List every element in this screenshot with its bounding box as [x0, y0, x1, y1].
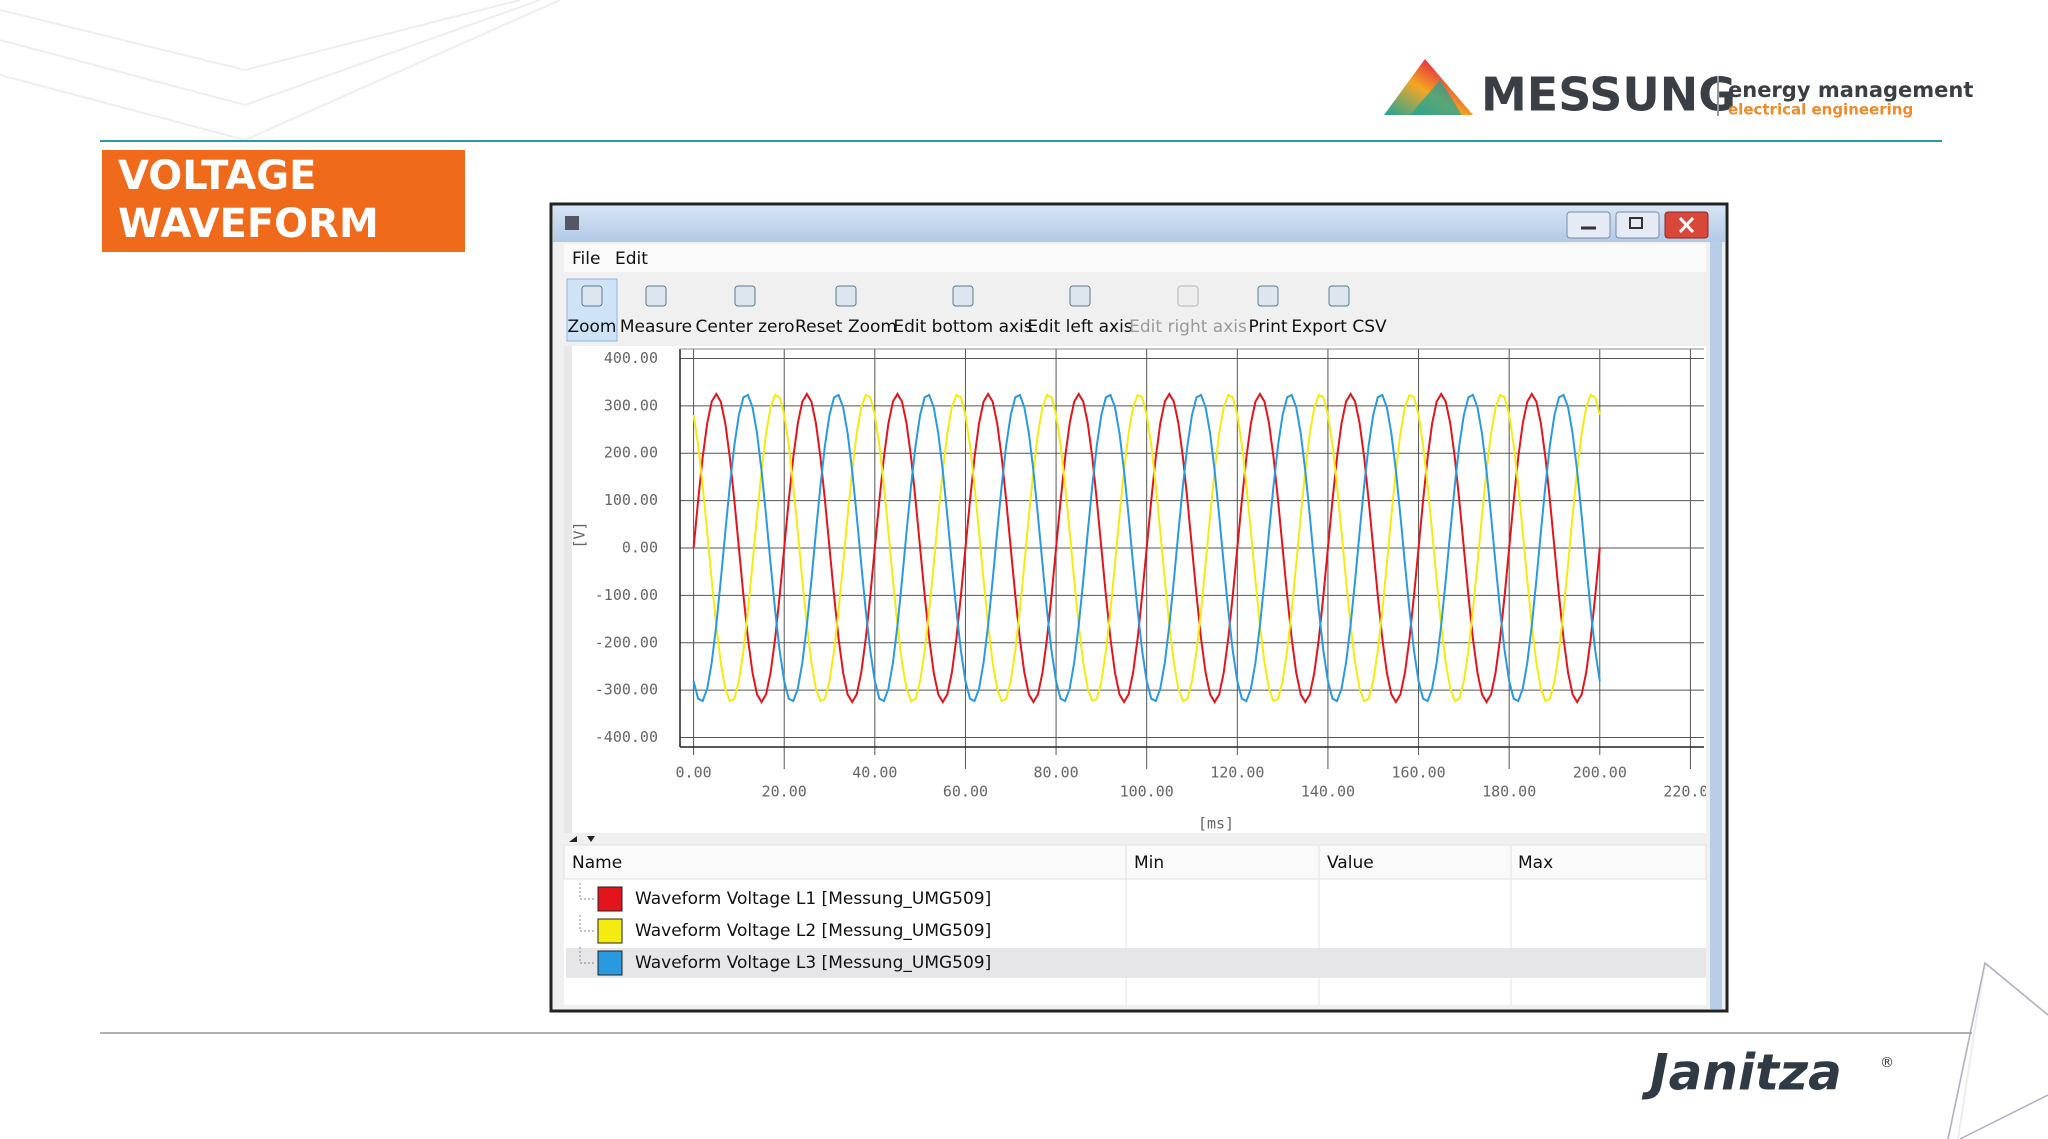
title-bar — [553, 206, 1725, 242]
y-tick-label: -300.00 — [595, 681, 658, 699]
toolbar-icon — [581, 285, 603, 307]
toolbar-label[interactable]: Export CSV — [1291, 317, 1387, 337]
toolbar-icon — [1328, 285, 1350, 307]
toolbar-label[interactable]: Print — [1248, 317, 1287, 337]
legend-label[interactable]: Waveform Voltage L2 [Messung_UMG509] — [635, 921, 991, 941]
series-line — [692, 392, 1601, 704]
panel-edge — [564, 346, 572, 833]
toolbar-icon — [1177, 285, 1199, 307]
x-tick-label: 220.00 — [1663, 783, 1717, 801]
x-tick-label: 180.00 — [1482, 783, 1536, 801]
title-line: VOLTAGE — [118, 153, 316, 199]
toolbar-label[interactable]: Reset Zoom — [795, 317, 897, 337]
legend-label[interactable]: Waveform Voltage L3 [Messung_UMG509] — [635, 953, 991, 973]
toolbar-label[interactable]: Measure — [620, 317, 692, 337]
chart: 400.00 300.00 200.00 100.00 0.00 -100.00 -200.… — [595, 348, 1717, 801]
series-line — [692, 393, 1601, 703]
x-tick-label: 140.00 — [1301, 783, 1355, 801]
x-tick-label: 40.00 — [852, 764, 897, 782]
logo-icon — [1410, 80, 1462, 115]
y-tick-label: 300.00 — [604, 396, 658, 414]
footer-mark: ® — [1880, 1055, 1894, 1071]
y-tick-label: -100.00 — [595, 586, 658, 604]
menu-item[interactable]: File — [572, 249, 600, 269]
decoration-accent — [1947, 961, 2048, 1139]
restore-icon — [1629, 217, 1643, 229]
window-frame — [1710, 242, 1722, 1009]
splitter-arrows[interactable] — [569, 836, 595, 842]
toolbar-icon — [1257, 285, 1279, 307]
legend-swatch — [597, 950, 623, 976]
y-tick-label: 200.00 — [604, 444, 658, 462]
restore-button[interactable] — [1615, 211, 1660, 239]
logo-subtagline: electrical engineering — [1728, 101, 1913, 119]
x-tick-label: 160.00 — [1391, 764, 1445, 782]
table-body: Name Min Value Max Waveform Voltage L1 [Mess… — [566, 845, 1706, 1005]
title-line: WAVEFORM — [118, 201, 379, 247]
x-axis-label: [ms] — [1198, 815, 1234, 833]
menu: File Edit — [572, 249, 648, 269]
menu-bar — [564, 244, 1706, 272]
toolbar-icon — [1069, 285, 1091, 307]
column-header[interactable]: Value — [1327, 853, 1374, 873]
toolbar-label[interactable]: Zoom — [567, 317, 616, 337]
row-selected — [566, 948, 1706, 978]
legend-swatch — [597, 918, 623, 944]
legend-label[interactable]: Waveform Voltage L1 [Messung_UMG509] — [635, 889, 991, 909]
y-axis-label: [V] — [571, 521, 589, 548]
series-line — [692, 393, 1601, 703]
y-tick-label: -200.00 — [595, 633, 658, 651]
toolbar-label[interactable]: Edit right axis — [1129, 317, 1247, 337]
x-tick-label: 0.00 — [676, 764, 712, 782]
toolbar-icon — [952, 285, 974, 307]
toolbar-icon — [645, 285, 667, 307]
close-icon — [1678, 216, 1695, 234]
x-tick-label: 100.00 — [1120, 783, 1174, 801]
x-tick-label: 120.00 — [1210, 764, 1264, 782]
x-tick-label: 60.00 — [943, 783, 988, 801]
logo-name: MESSUNG — [1481, 68, 1736, 122]
x-tick-label: 80.00 — [1033, 764, 1078, 782]
x-tick-label: 200.00 — [1573, 764, 1627, 782]
toolbar-icon — [835, 285, 857, 307]
table-header — [563, 844, 1707, 880]
logo: MESSUNG energy management electrical eng… — [1384, 59, 1973, 122]
toolbar-icon — [734, 285, 756, 307]
toolbar-label[interactable]: Edit bottom axis — [893, 317, 1032, 337]
y-tick-label: 400.00 — [604, 349, 658, 367]
toolbar-label[interactable]: Center zero — [695, 317, 794, 337]
x-tick-label: 20.00 — [762, 783, 807, 801]
logo-tagline: energy management — [1728, 78, 1973, 102]
y-tick-label: 100.00 — [604, 491, 658, 509]
column-header[interactable]: Min — [1134, 853, 1164, 873]
toolbar-label[interactable]: Edit left axis — [1027, 317, 1132, 337]
y-tick-label: -400.00 — [595, 728, 658, 746]
minimize-button[interactable] — [1566, 211, 1611, 239]
menu-item[interactable]: Edit — [615, 249, 648, 269]
column-header[interactable]: Name — [572, 853, 622, 873]
column-header[interactable]: Max — [1518, 853, 1553, 873]
y-tick-label: 0.00 — [622, 539, 658, 557]
window-icon — [565, 216, 579, 230]
legend-swatch — [597, 886, 623, 912]
title-box — [102, 150, 465, 252]
footer-brand: Janitza — [1641, 1044, 1842, 1102]
